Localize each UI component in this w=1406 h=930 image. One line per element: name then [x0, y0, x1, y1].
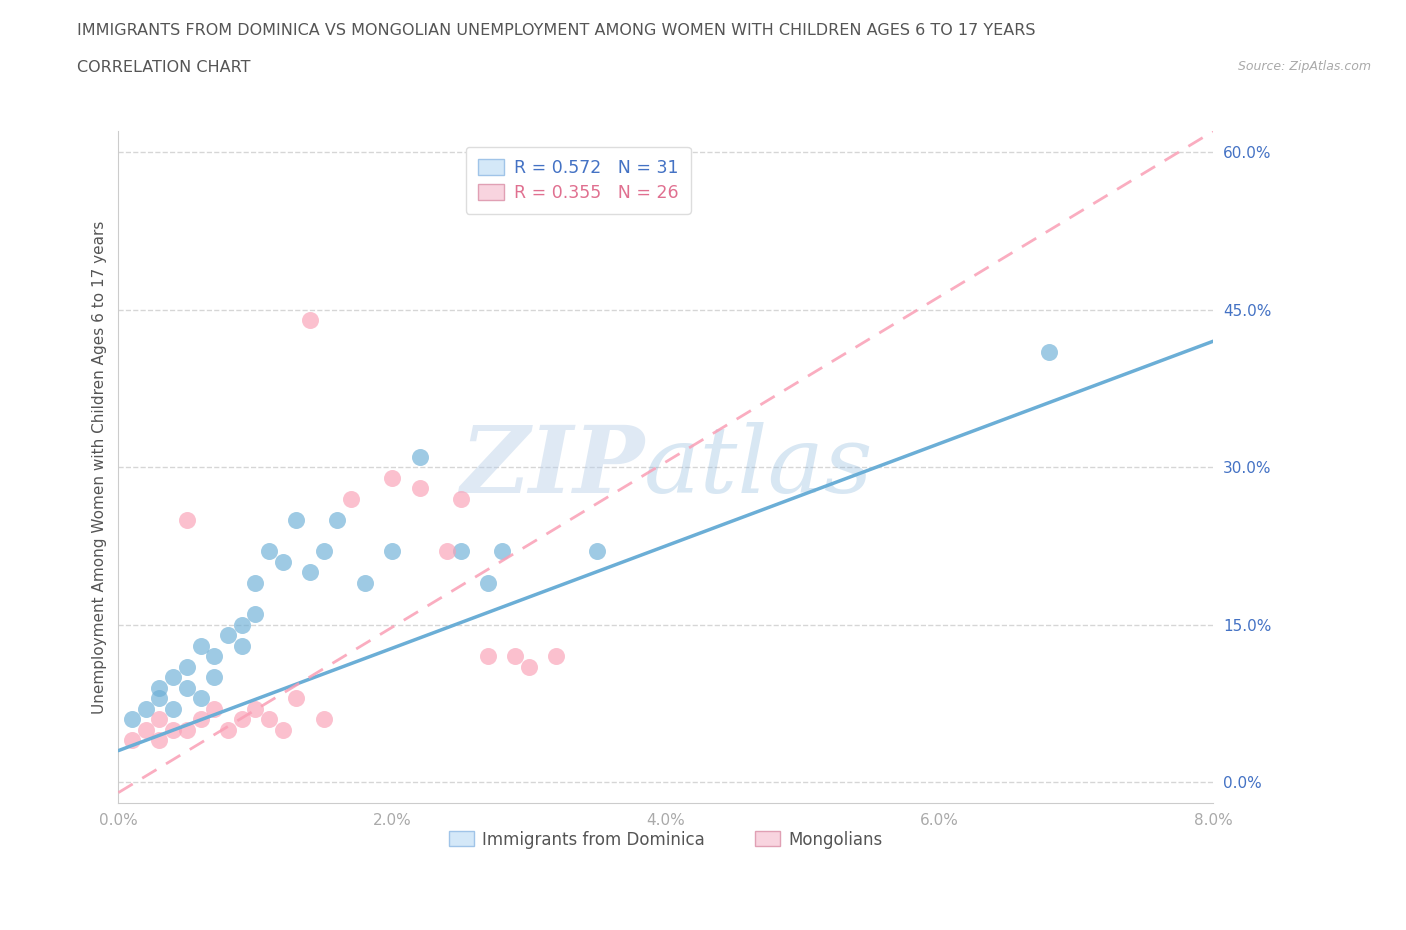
Point	[148, 691, 170, 706]
Point	[231, 618, 253, 632]
Point	[148, 680, 170, 695]
Point	[436, 544, 458, 559]
Text: CORRELATION CHART: CORRELATION CHART	[77, 60, 250, 75]
Point	[162, 701, 184, 716]
Point	[450, 544, 472, 559]
Point	[162, 723, 184, 737]
Point	[271, 723, 294, 737]
Point	[217, 628, 239, 643]
Text: IMMIGRANTS FROM DOMINICA VS MONGOLIAN UNEMPLOYMENT AMONG WOMEN WITH CHILDREN AGE: IMMIGRANTS FROM DOMINICA VS MONGOLIAN UN…	[77, 23, 1036, 38]
Point	[477, 649, 499, 664]
Point	[121, 711, 143, 726]
Text: atlas: atlas	[644, 422, 873, 512]
Point	[245, 606, 267, 621]
Point	[491, 544, 513, 559]
Point	[353, 575, 375, 590]
Point	[312, 544, 335, 559]
Point	[148, 711, 170, 726]
Legend: Immigrants from Dominica, Mongolians: Immigrants from Dominica, Mongolians	[443, 824, 890, 856]
Point	[517, 659, 540, 674]
Point	[245, 701, 267, 716]
Point	[217, 723, 239, 737]
Y-axis label: Unemployment Among Women with Children Ages 6 to 17 years: Unemployment Among Women with Children A…	[93, 220, 107, 714]
Point	[257, 711, 280, 726]
Point	[202, 649, 225, 664]
Point	[135, 701, 157, 716]
Point	[176, 723, 198, 737]
Point	[408, 449, 430, 464]
Point	[148, 733, 170, 748]
Point	[121, 733, 143, 748]
Point	[285, 512, 308, 527]
Point	[162, 670, 184, 684]
Point	[190, 711, 212, 726]
Point	[285, 691, 308, 706]
Point	[176, 680, 198, 695]
Point	[340, 491, 363, 506]
Point	[546, 649, 568, 664]
Point	[271, 554, 294, 569]
Point	[245, 575, 267, 590]
Point	[176, 659, 198, 674]
Point	[381, 544, 404, 559]
Point	[408, 481, 430, 496]
Point	[381, 471, 404, 485]
Point	[299, 565, 322, 579]
Point	[135, 723, 157, 737]
Text: Source: ZipAtlas.com: Source: ZipAtlas.com	[1237, 60, 1371, 73]
Point	[477, 575, 499, 590]
Point	[202, 701, 225, 716]
Point	[505, 649, 527, 664]
Point	[450, 491, 472, 506]
Point	[1038, 344, 1060, 359]
Point	[176, 512, 198, 527]
Text: ZIP: ZIP	[460, 422, 644, 512]
Point	[312, 711, 335, 726]
Point	[257, 544, 280, 559]
Point	[231, 711, 253, 726]
Point	[586, 544, 609, 559]
Point	[202, 670, 225, 684]
Point	[190, 691, 212, 706]
Point	[190, 638, 212, 653]
Point	[231, 638, 253, 653]
Point	[299, 312, 322, 327]
Point	[326, 512, 349, 527]
